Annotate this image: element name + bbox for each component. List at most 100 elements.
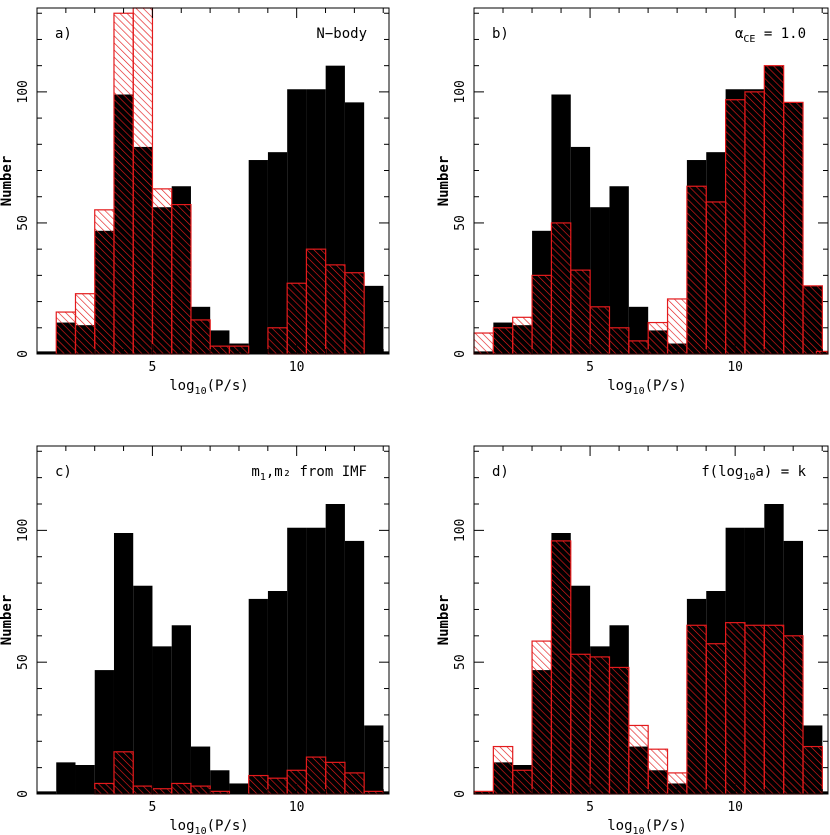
black-bar: [248, 598, 268, 794]
black-bar: [325, 504, 345, 794]
y-tick-label: 0: [453, 350, 468, 358]
y-tick-label: 100: [16, 519, 31, 542]
red-hatched-bar: [725, 622, 746, 795]
red-hatched-bar: [608, 666, 630, 795]
red-hatched-bar: [55, 311, 77, 355]
x-axis-label-rest: (P/s): [645, 378, 687, 394]
red-hatched-bar: [783, 635, 804, 795]
red-hatched-bar: [763, 624, 785, 795]
panel-label: d): [492, 464, 509, 480]
red-hatched-bar: [473, 332, 494, 355]
annotation-main: f(log: [701, 464, 743, 480]
panel-annotation: m1,m₂ from IMF: [251, 464, 367, 483]
y-axis-label: Number: [436, 156, 452, 207]
y-tick-label: 50: [453, 215, 468, 231]
red-hatched-bar: [344, 272, 365, 355]
x-axis-label: log10(P/s): [169, 378, 249, 397]
black-bar: [267, 591, 288, 794]
red-hatched-bar: [647, 748, 669, 795]
x-tick-label: 5: [148, 800, 156, 815]
annotation-main: α: [735, 26, 744, 42]
black-bar: [133, 585, 153, 794]
x-axis-label-main: log: [607, 818, 632, 834]
red-hatched-bar: [267, 327, 288, 355]
x-axis-label-rest: (P/s): [207, 378, 249, 394]
x-axis-label-sub: 10: [633, 386, 645, 397]
y-tick-label: 100: [16, 80, 31, 103]
red-hatched-bar: [550, 222, 572, 355]
black-bar: [152, 646, 172, 794]
red-hatched-bar: [190, 319, 211, 355]
red-hatched-bar: [628, 340, 649, 355]
black-bar: [190, 746, 211, 794]
y-tick-label: 0: [16, 350, 31, 358]
red-hatched-bar: [267, 777, 288, 795]
annotation-rest: a) = k: [755, 464, 806, 480]
black-bar: [113, 533, 134, 794]
x-tick-label: 10: [727, 800, 743, 815]
red-hatched-bar: [113, 12, 134, 355]
x-tick-label: 5: [586, 360, 594, 375]
x-tick-label: 10: [289, 360, 305, 375]
red-hatched-bar: [531, 274, 553, 355]
black-bar: [267, 152, 288, 354]
red-hatched-bar: [744, 624, 765, 795]
black-bar: [229, 783, 249, 794]
red-hatched-bar: [725, 99, 746, 355]
black-bar: [75, 765, 95, 794]
red-hatched-bar: [325, 264, 346, 355]
red-hatched-bar: [802, 745, 823, 795]
panel-annotation: αCE = 1.0: [735, 26, 806, 45]
x-axis-label-main: log: [169, 378, 194, 394]
black-bar: [364, 725, 384, 794]
black-bar: [306, 527, 326, 794]
red-hatched-bar: [802, 285, 823, 355]
x-axis-label-main: log: [169, 818, 194, 834]
y-axis-label: Number: [0, 595, 15, 646]
red-hatched-bar: [190, 785, 211, 795]
red-hatched-bar: [74, 293, 96, 355]
annotation-sub: CE: [743, 34, 755, 45]
x-tick-label: 5: [586, 800, 594, 815]
black-bar: [609, 186, 629, 354]
x-axis-label-main: log: [607, 378, 632, 394]
red-hatched-bar: [325, 761, 346, 795]
x-axis-label-rest: (P/s): [207, 818, 249, 834]
red-hatched-bar: [132, 7, 154, 355]
y-tick-label: 100: [453, 519, 468, 542]
x-tick-label: 10: [289, 800, 305, 815]
panel-label: a): [55, 26, 72, 42]
x-axis-label-rest: (P/s): [645, 818, 687, 834]
annotation-sub: 1: [260, 472, 266, 483]
x-axis-label: log10(P/s): [607, 818, 687, 835]
red-hatched-bar: [550, 540, 572, 795]
red-hatched-bar: [151, 188, 173, 355]
red-hatched-bar: [209, 345, 231, 355]
red-hatched-bar: [512, 769, 533, 795]
black-bar: [94, 670, 114, 794]
red-hatched-bar: [531, 640, 553, 795]
annotation-rest: = 1.0: [755, 26, 806, 42]
red-hatched-bar: [589, 656, 611, 795]
black-bar: [287, 527, 307, 794]
x-tick-label: 5: [148, 360, 156, 375]
black-bar: [37, 791, 57, 794]
black-bar: [248, 160, 268, 354]
red-hatched-bar: [705, 201, 727, 355]
red-hatched-bar: [512, 316, 533, 355]
red-hatched-bar: [647, 321, 669, 355]
annotation-main: m: [251, 464, 259, 480]
black-bar: [171, 625, 191, 794]
red-hatched-bar: [113, 751, 134, 795]
black-bar: [364, 285, 384, 354]
x-axis-label-sub: 10: [195, 386, 207, 397]
x-axis-label-sub: 10: [633, 826, 645, 835]
black-bar: [37, 351, 57, 354]
red-hatched-bar: [763, 65, 785, 355]
annotation-rest: ,m₂ from IMF: [266, 464, 367, 480]
black-bar: [344, 540, 365, 794]
